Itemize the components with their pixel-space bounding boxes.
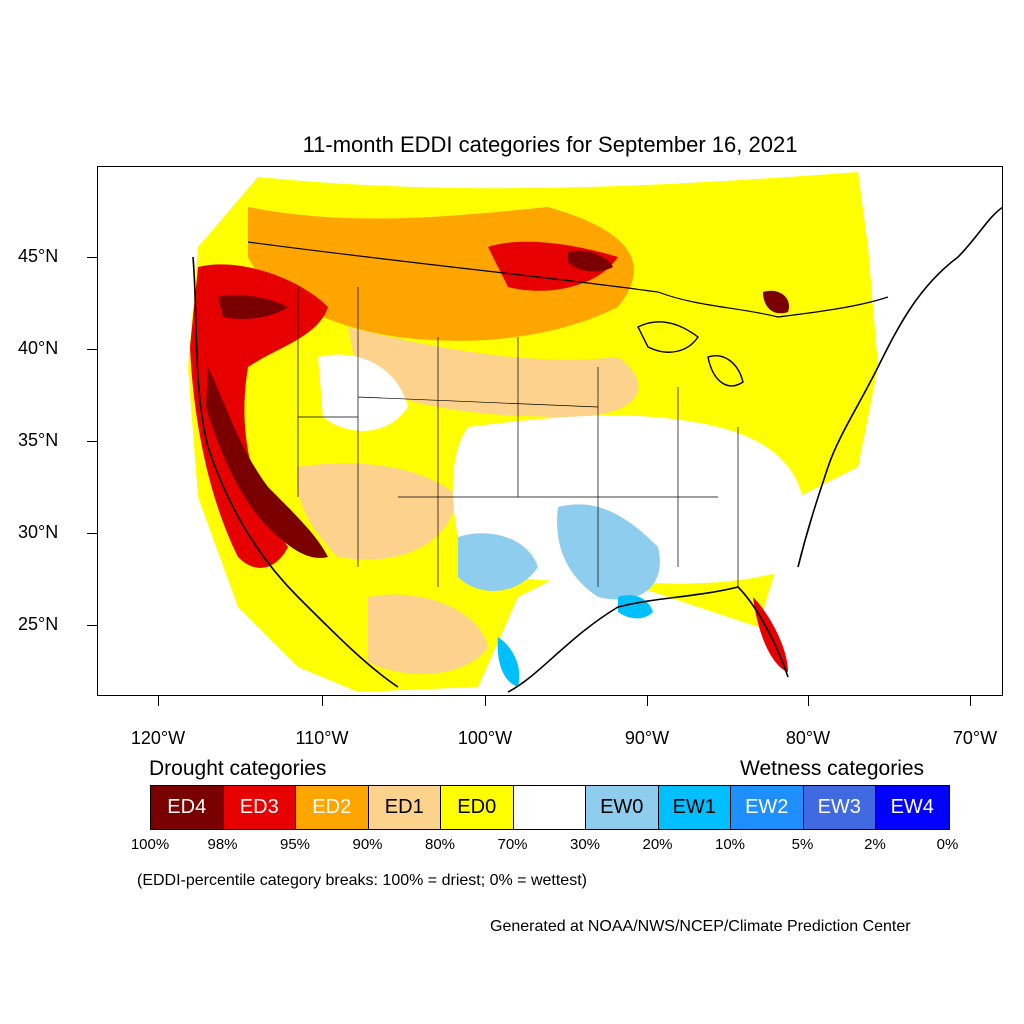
lon-tick-120 (158, 696, 159, 706)
legend-box-ed1: ED1 (368, 786, 441, 829)
percentile-label: 100% (130, 836, 170, 853)
country-border (247, 241, 889, 318)
map-frame (97, 166, 1003, 696)
lon-label-100: 100°W (457, 728, 513, 748)
map-title: 11-month EDDI categories for September 1… (302, 132, 798, 157)
lat-label-25: 25°N (18, 614, 59, 634)
normal-region-west (318, 354, 408, 431)
legend-box-ed4: ED4 (151, 786, 224, 829)
ed1-region-texas (368, 594, 488, 674)
percentile-label: 95% (279, 836, 311, 853)
ew1-region-texas-coast (497, 637, 520, 687)
normal-region-central (452, 415, 806, 584)
coastline (192, 206, 1002, 693)
legend-box-ed0: ED0 (441, 786, 514, 829)
legend-box-ew2: EW2 (731, 786, 804, 829)
credit-text: Generated at NOAA/NWS/NCEP/Climate Predi… (490, 918, 911, 935)
lat-label-30: 30°N (18, 522, 59, 542)
lat-label-40: 40°N (18, 338, 59, 358)
ew1-region-gulf (618, 595, 653, 619)
legend-box-ew4: EW4 (876, 786, 949, 829)
state-borders (297, 287, 739, 587)
lat-label-45: 45°N (18, 246, 59, 266)
lat-label-35: 35°N (18, 430, 59, 450)
percentile-label: 98% (207, 836, 238, 853)
lon-label-70: 70°W (952, 728, 998, 748)
legend-box-normal (513, 786, 586, 829)
lon-label-80: 80°W (785, 728, 831, 748)
ed2-region-north (248, 207, 634, 341)
eddi-map (188, 172, 1002, 693)
lat-tick-45 (87, 257, 97, 258)
lon-tick-100 (485, 696, 486, 706)
category-note: (EDDI-percentile category breaks: 100% =… (137, 872, 587, 889)
lat-tick-30 (87, 533, 97, 534)
legend-box-ed3: ED3 (223, 786, 296, 829)
percentile-label: 0% (936, 836, 959, 853)
lon-label-120: 120°W (130, 728, 186, 748)
legend-box-ed2: ED2 (296, 786, 369, 829)
percentile-label: 2% (864, 836, 886, 853)
ew0-region-texas (458, 533, 538, 591)
legend-box-ew0: EW0 (586, 786, 659, 829)
ed4-region-north (568, 250, 613, 272)
legend-box-ew3: EW3 (803, 786, 876, 829)
great-lakes (637, 321, 744, 387)
percentile-label: 10% (714, 836, 746, 853)
lat-tick-25 (87, 625, 97, 626)
ed4-region-west (206, 367, 328, 558)
lon-tick-90 (647, 696, 648, 706)
lon-tick-110 (322, 696, 323, 706)
percentile-label: 80% (424, 836, 456, 853)
lon-label-110: 110°W (295, 728, 349, 748)
ed1-region-plains (348, 327, 639, 417)
percentile-label: 70% (497, 836, 528, 853)
percentile-label: 5% (791, 836, 814, 853)
wetness-categories-title: Wetness categories (740, 757, 925, 780)
percentile-label: 20% (642, 836, 673, 853)
ew0-region-south (557, 504, 660, 600)
ed1-region-southwest (297, 463, 458, 560)
legend-bar: ED4 ED3 ED2 ED1 ED0 EW0 EW1 EW2 EW3 EW4 (150, 785, 950, 830)
drought-categories-title: Drought categories (149, 757, 327, 780)
lon-tick-80 (808, 696, 809, 706)
lon-label-90: 90°W (624, 728, 670, 748)
lat-tick-40 (87, 349, 97, 350)
ed3-region-west (190, 264, 328, 568)
lat-tick-35 (87, 441, 97, 442)
ed4-region-northeast (763, 290, 789, 314)
legend-box-ew1: EW1 (658, 786, 731, 829)
lon-tick-70 (970, 696, 971, 706)
ed4-region-northwest (218, 295, 288, 319)
percentile-label: 90% (352, 836, 383, 853)
percentile-label: 30% (569, 836, 601, 853)
